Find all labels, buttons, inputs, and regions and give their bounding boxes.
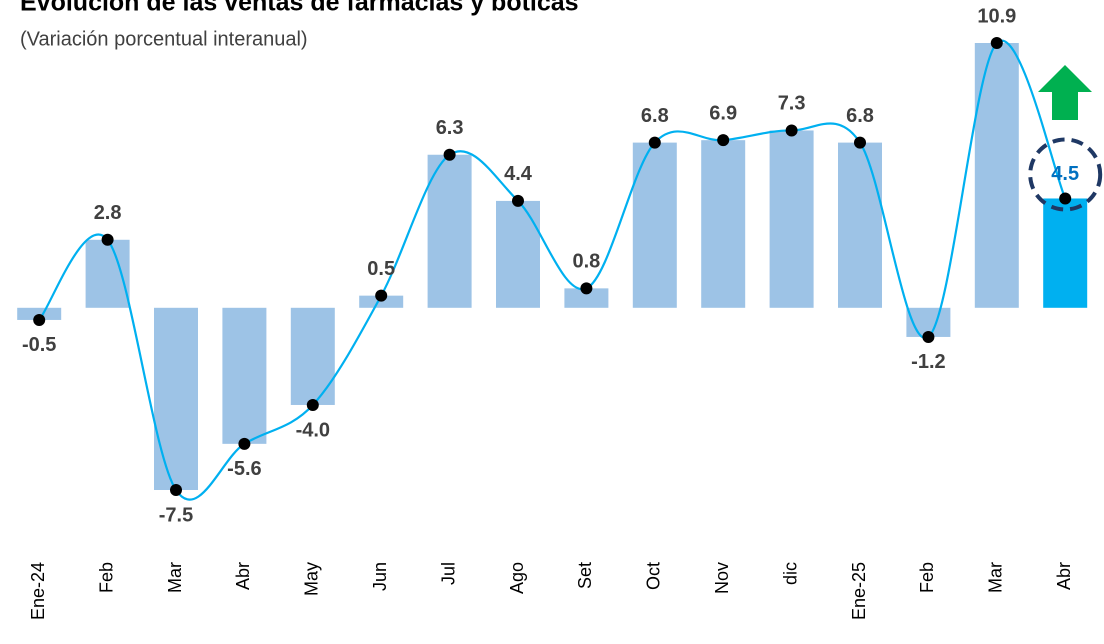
bar [17,307,62,320]
data-label: 7.3 [778,93,806,115]
x-tick-label: Oct [644,562,664,590]
data-label: -7.5 [159,504,193,526]
x-tick-label: Feb [96,562,116,593]
data-label: 0.5 [367,258,395,280]
line-marker [648,136,661,149]
x-tick-label: Jul [438,562,458,585]
x-tick-label: Mar [165,562,185,593]
line-marker [238,437,251,450]
bar [564,288,609,308]
bar [427,154,472,308]
x-tick-label: Feb [917,562,937,593]
x-tick-label: Ene-24 [28,562,48,620]
data-label: 6.8 [846,105,874,127]
x-tick-label: Abr [233,562,253,590]
line-marker [580,282,593,295]
line-marker [306,398,319,411]
data-label: 2.8 [94,202,122,224]
x-tick-label: Ago [507,562,527,594]
x-tick-label: dic [780,562,800,585]
line-marker [375,289,388,302]
bar [1043,198,1088,308]
line-marker [170,484,182,496]
bar [359,295,404,308]
line-marker [1059,192,1072,205]
bar [290,307,335,405]
x-tick-label: May [302,562,322,596]
data-label: 4.4 [504,163,533,185]
x-tick-label: Jun [370,562,390,591]
data-label: -0.5 [22,334,56,356]
data-label: 6.8 [641,105,669,127]
line-marker [717,134,730,147]
up-arrow [1038,65,1092,120]
bar [85,239,130,308]
bar [222,307,267,444]
line-marker [512,194,524,207]
x-tick-label: Mar [986,562,1006,593]
chart-subtitle: (Variación porcentual interanual) [20,28,308,50]
x-tick-label: Nov [712,562,732,594]
line-marker [443,148,456,161]
bar [974,43,1019,308]
x-tick-label: Set [575,562,595,589]
x-tick-label: Ene-25 [849,562,869,620]
data-label: -1.2 [911,351,945,373]
bar [632,142,677,308]
bar [496,200,540,308]
line-marker [922,330,935,343]
line-marker [101,233,114,246]
data-label: 4.5 [1051,163,1079,185]
line-marker [785,124,798,137]
highlight-ring [1028,137,1103,212]
line-marker [33,313,46,326]
line-marker [854,136,866,149]
data-label: 6.3 [436,117,464,139]
bar [838,142,882,308]
x-tick-label: Abr [1054,562,1074,590]
bar [769,130,814,308]
line-marker [990,37,1003,49]
data-label: 0.8 [572,251,600,273]
bar [701,140,746,308]
data-label: 6.9 [709,102,737,124]
data-label: -5.6 [227,458,261,480]
chart-title: Evolución de las ventas de farmacias y b… [20,0,579,17]
data-label: -4.0 [296,419,330,441]
bar [154,307,198,490]
data-label: 10.9 [977,5,1016,27]
